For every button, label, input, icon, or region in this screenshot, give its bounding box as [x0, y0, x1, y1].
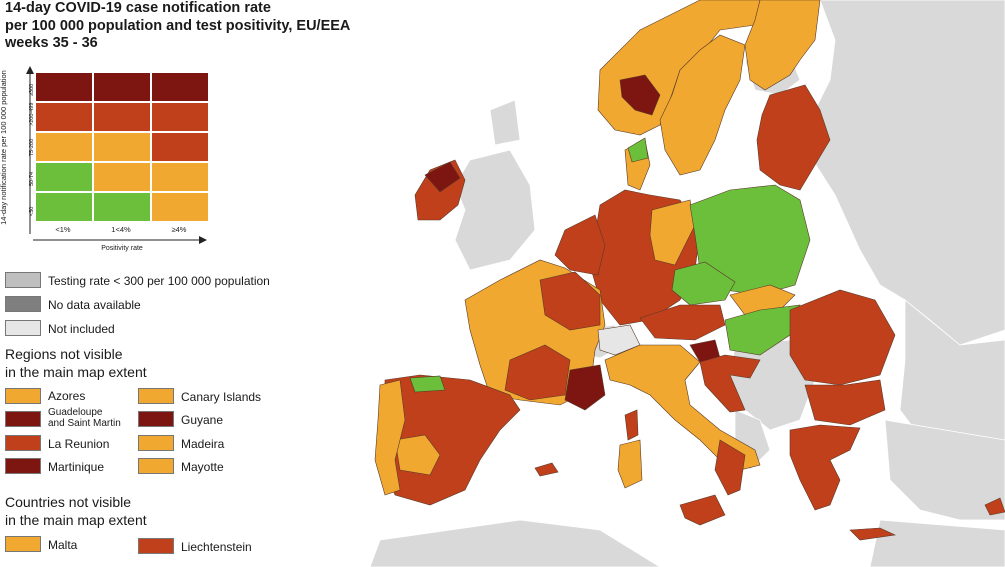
- label-reunion: La Reunion: [48, 437, 110, 451]
- region-croatia: [699, 354, 761, 413]
- swatch-not-included: [5, 320, 41, 336]
- legend-no-data-label: No data available: [48, 298, 141, 312]
- matrix-y-tick: ≥300: [29, 83, 35, 96]
- region-corsica: [624, 409, 639, 441]
- region-italy-south: [714, 439, 746, 496]
- matrix-cell: [35, 102, 93, 132]
- region-baltics: [756, 84, 831, 191]
- matrix-cell: [35, 72, 93, 102]
- matrix-y-tick: >200-499: [29, 102, 35, 126]
- matrix-cell: [93, 102, 151, 132]
- region-switzerland: [597, 324, 641, 356]
- region-sweden: [659, 34, 746, 176]
- region-sardinia: [617, 439, 643, 489]
- regions-heading-line-2: in the main map extent: [5, 364, 147, 380]
- swatch-malta: [5, 536, 41, 552]
- countries-heading: Countries not visible in the main map ex…: [5, 493, 147, 529]
- region-ireland-dublin: [424, 161, 461, 193]
- swatch-no-data: [5, 296, 41, 312]
- region-bulgaria: [804, 379, 886, 426]
- region-austria: [639, 304, 726, 341]
- region-portugal: [374, 379, 406, 496]
- matrix-cell: [151, 102, 209, 132]
- region-finland: [744, 0, 821, 91]
- label-guadeloupe: Guadeloupe and Saint Martin: [48, 407, 121, 429]
- label-mayotte: Mayotte: [181, 460, 224, 474]
- title-line-1: 14-day COVID-19 case notification rate: [5, 0, 271, 16]
- region-balearic: [534, 462, 559, 477]
- matrix-cell: [35, 132, 93, 162]
- countries-heading-line-2: in the main map extent: [5, 512, 147, 528]
- region-denmark-north: [627, 137, 649, 163]
- matrix-cell: [151, 192, 209, 222]
- countries-heading-line-1: Countries not visible: [5, 494, 132, 510]
- matrix-cell: [35, 192, 93, 222]
- region-oslo: [619, 74, 661, 116]
- region-poland: [689, 184, 811, 296]
- matrix-cell: [93, 132, 151, 162]
- title-line-3: weeks 35 - 36: [5, 35, 98, 51]
- region-provence: [564, 364, 606, 411]
- swatch-martinique: [5, 458, 41, 474]
- region-crete: [849, 527, 897, 541]
- label-malta: Malta: [48, 538, 78, 552]
- matrix-grid: [35, 72, 209, 222]
- region-spain-north: [409, 375, 446, 393]
- label-guadeloupe-line-1: Guadeloupe: [48, 407, 103, 418]
- swatch-mayotte: [138, 458, 174, 474]
- label-guyane: Guyane: [181, 413, 224, 427]
- swatch-guyane: [138, 411, 174, 427]
- matrix-cell: [93, 162, 151, 192]
- region-germany-east: [649, 199, 696, 266]
- region-italy: [604, 344, 761, 471]
- matrix-x-axis-arrow: [33, 236, 207, 244]
- swatch-testing: [5, 272, 41, 288]
- swatch-liechtenstein: [138, 538, 174, 554]
- region-cyprus: [984, 497, 1005, 516]
- matrix-cell: [151, 132, 209, 162]
- label-canary: Canary Islands: [181, 390, 262, 404]
- matrix-y-tick: 75-200: [29, 138, 35, 156]
- region-spain-central: [394, 434, 441, 476]
- region-france-south: [504, 344, 571, 401]
- swatch-madeira: [138, 435, 174, 451]
- title-line-2: per 100 000 population and test positivi…: [5, 17, 351, 34]
- matrix-x-tick: 1<4%: [111, 225, 131, 234]
- matrix-x-tick: <1%: [55, 225, 71, 234]
- matrix-x-axis-title: Positivity rate: [101, 245, 143, 252]
- matrix-y-tick: <50: [29, 206, 35, 216]
- region-czechia: [671, 261, 736, 306]
- legend-not-included-label: Not included: [48, 322, 115, 336]
- region-sicily: [679, 494, 726, 526]
- label-liechtenstein: Liechtenstein: [181, 540, 252, 554]
- legend-testing-label: Testing rate < 300 per 100 000 populatio…: [48, 274, 270, 288]
- label-madeira: Madeira: [181, 437, 225, 451]
- region-france-east: [539, 271, 601, 331]
- matrix-x-tick: ≥4%: [171, 225, 187, 234]
- regions-heading: Regions not visible in the main map exte…: [5, 345, 147, 381]
- region-benelux: [554, 214, 606, 276]
- matrix-cell: [93, 192, 151, 222]
- matrix-y-tick: 50-74: [29, 171, 35, 186]
- regions-heading-line-1: Regions not visible: [5, 346, 123, 362]
- label-martinique: Martinique: [48, 460, 105, 474]
- swatch-guadeloupe: [5, 411, 41, 427]
- matrix-y-axis-title: 14-day notification rate per 100 000 pop…: [0, 70, 8, 225]
- region-romania: [789, 289, 896, 386]
- matrix-cell: [151, 162, 209, 192]
- matrix-y-axis-arrow: [26, 66, 34, 234]
- map-title: 14-day COVID-19 case notification rate p…: [5, 0, 395, 53]
- label-guadeloupe-line-2: and Saint Martin: [48, 418, 121, 429]
- label-azores: Azores: [48, 389, 86, 403]
- region-greece: [789, 424, 861, 511]
- matrix-cell: [151, 72, 209, 102]
- matrix-cell: [93, 72, 151, 102]
- swatch-azores: [5, 388, 41, 404]
- swatch-canary: [138, 388, 174, 404]
- swatch-reunion: [5, 435, 41, 451]
- matrix-cell: [35, 162, 93, 192]
